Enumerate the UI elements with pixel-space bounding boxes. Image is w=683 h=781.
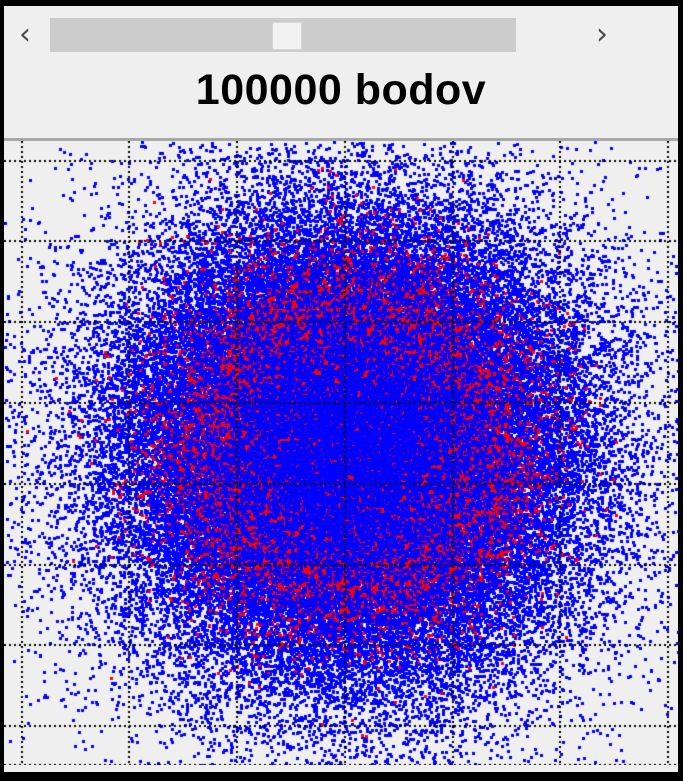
slider-row: ‹ › bbox=[4, 10, 678, 58]
header-panel: ‹ › 100000 bodov bbox=[4, 6, 678, 141]
window-content: ‹ › 100000 bodov bbox=[4, 6, 678, 772]
point-count-slider-thumb[interactable] bbox=[272, 22, 302, 50]
chevron-left-icon[interactable]: ‹ bbox=[19, 17, 31, 52]
scatter-plot-area[interactable] bbox=[4, 141, 678, 765]
point-count-slider-track[interactable] bbox=[50, 18, 516, 52]
header-divider bbox=[4, 138, 678, 141]
grid-layer bbox=[4, 141, 678, 765]
page-title: 100000 bodov bbox=[195, 66, 487, 114]
chevron-right-icon[interactable]: › bbox=[596, 17, 608, 52]
